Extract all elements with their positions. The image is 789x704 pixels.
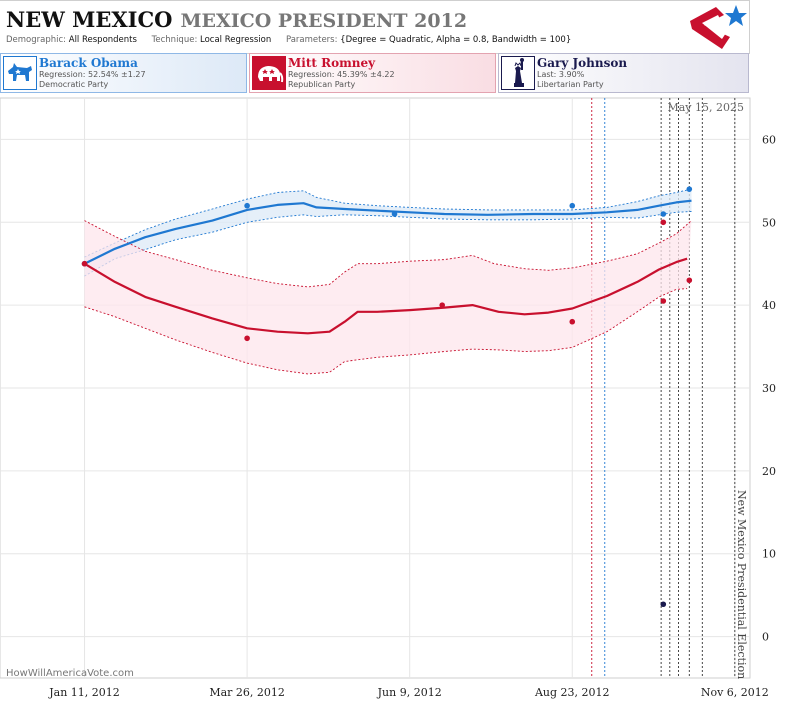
y-tick-label: 30 <box>762 382 776 395</box>
election-label: New Mexico Presidential Election <box>735 490 748 679</box>
poll-point <box>244 335 250 342</box>
demographic-label: Demographic: <box>6 35 67 45</box>
site-logo-icon[interactable] <box>686 3 748 51</box>
site-watermark[interactable]: HowWillAmericaVote.com <box>6 668 134 679</box>
lower-bound-line <box>84 211 692 277</box>
parameters-label: Parameters: <box>285 35 338 45</box>
y-tick-label: 10 <box>762 548 776 561</box>
candidate-name: Mitt Romney <box>288 56 376 70</box>
parameters-value: {Degree = Quadratic, Alpha = 0.8, Bandwi… <box>340 35 572 45</box>
y-tick-label: 20 <box>762 465 776 478</box>
candidate-regression: Regression: 52.54% ±1.27 <box>39 70 146 79</box>
x-tick-label: Jan 11, 2012 <box>48 686 120 699</box>
parameters-row: Demographic: All Respondents Technique: … <box>6 35 583 45</box>
chart-header: NEW MEXICO MEXICO PRESIDENT 2012 Demograp… <box>0 0 750 54</box>
trend-line <box>84 199 692 265</box>
candidate-last: Last: 3.90% <box>537 70 585 79</box>
lower-bound-line <box>84 288 688 375</box>
confidence-band <box>84 220 692 374</box>
trend-lines <box>83 199 692 335</box>
candidate-party: Libertarian Party <box>537 80 604 89</box>
upper-bound-line <box>84 220 692 288</box>
demographic-value: All Respondents <box>68 35 137 45</box>
y-tick-label: 0 <box>762 631 769 644</box>
candidate-party: Democratic Party <box>39 80 109 89</box>
poll-point <box>569 202 576 209</box>
confidence-bands <box>84 188 692 375</box>
statue-of-liberty-icon <box>501 56 535 90</box>
poll-point <box>660 211 667 217</box>
poll-point <box>660 601 667 608</box>
candidate-regression: Regression: 45.39% ±4.22 <box>288 70 395 79</box>
x-tick-label: Mar 26, 2012 <box>209 686 285 699</box>
elephant-icon <box>252 56 286 90</box>
donkey-icon <box>3 56 37 90</box>
grid-lines <box>0 97 751 679</box>
poll-point <box>439 302 445 308</box>
current-date-label: May 15, 2025 <box>667 101 744 114</box>
poll-point <box>391 211 398 217</box>
technique-label: Technique: <box>151 35 198 45</box>
trend-line <box>83 257 688 335</box>
state-title: NEW MEXICO <box>6 7 173 32</box>
poll-point <box>686 186 693 192</box>
candidate-card-obama[interactable]: Barack Obama Regression: 52.54% ±1.27 De… <box>0 53 247 93</box>
poll-point <box>244 202 250 209</box>
poll-point <box>569 318 576 325</box>
title-row: NEW MEXICO MEXICO PRESIDENT 2012 <box>6 7 467 32</box>
candidate-card-johnson[interactable]: Gary Johnson Last: 3.90% Libertarian Par… <box>498 53 749 93</box>
candidate-name: Barack Obama <box>39 56 138 70</box>
candidate-name: Gary Johnson <box>537 56 628 70</box>
poll-trend-chart[interactable]: 0 10 20 30 40 50 60 Jan 11, 2012 Mar 26, 2012 Jun… <box>0 95 789 704</box>
candidate-card-romney[interactable]: Mitt Romney Regression: 45.39% ±4.22 Rep… <box>249 53 496 93</box>
x-tick-label: Nov 6, 2012 <box>701 686 769 699</box>
poll-point <box>660 219 667 226</box>
y-tick-label: 50 <box>762 216 776 229</box>
poll-point <box>81 260 88 267</box>
poll-points <box>81 186 693 608</box>
confidence-band <box>84 189 692 277</box>
technique-value: Local Regression <box>200 35 272 45</box>
x-tick-label: Aug 23, 2012 <box>534 686 610 699</box>
poll-point <box>686 277 693 284</box>
x-tick-label: Jun 9, 2012 <box>377 686 442 699</box>
event-markers <box>591 98 736 678</box>
y-tick-label: 40 <box>762 299 776 312</box>
y-tick-label: 60 <box>762 133 776 146</box>
upper-bound-line <box>84 188 692 258</box>
axes: 0 10 20 30 40 50 60 Jan 11, 2012 Mar 26, 2012 Jun… <box>48 133 776 699</box>
candidate-bar: Barack Obama Regression: 52.54% ±1.27 De… <box>0 53 749 93</box>
poll-point <box>660 298 667 304</box>
race-title: MEXICO PRESIDENT 2012 <box>180 10 468 32</box>
candidate-party: Republican Party <box>288 80 356 89</box>
